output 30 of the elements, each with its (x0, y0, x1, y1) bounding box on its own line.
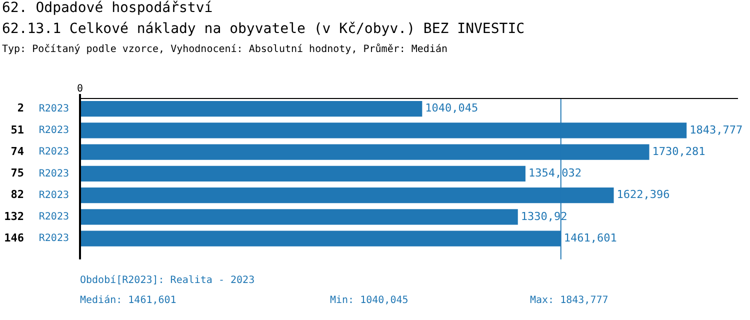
y-tick-label: 82 (10, 188, 24, 202)
data-label: 1730,281 (652, 144, 706, 158)
y2-tick-label: R2023 (38, 168, 69, 180)
y-tick-label: 2 (17, 102, 24, 115)
text: Období[R2023]: Realita - 2023 (80, 275, 255, 286)
text: Min: 1040,045 (330, 295, 408, 306)
text: Max: 1843,777 (530, 295, 608, 306)
y-tick-label: 146 (4, 231, 24, 244)
bar (80, 209, 518, 225)
bar (80, 101, 422, 117)
text: Medián: 1461,601 (80, 295, 176, 306)
y-tick-label: 51 (10, 123, 24, 136)
text: 0 (76, 84, 84, 95)
data-label: 1040,045 (425, 102, 478, 115)
bar (80, 166, 526, 182)
y-tick-label: 75 (10, 166, 24, 180)
y2-tick-label: R2023 (38, 212, 69, 223)
chart-title: 62. Odpadové hospodářství (2, 0, 213, 16)
y-tick-label: 74 (10, 144, 24, 158)
y2-tick-label: R2023 (38, 103, 69, 114)
chart-subtitle: 62.13.1 Celkové náklady na obyvatele (v Kč/obyv.) BEZ INVESTIC (2, 21, 525, 37)
text: Typ: Počítaný podle vzorce, Vyhodnocení: Absolutní hodnoty, Průměr: Medián (2, 44, 448, 55)
y2-tick-label: R2023 (38, 146, 69, 158)
y2-tick-label: R2023 (38, 233, 69, 244)
data-label: 1843,777 (690, 123, 743, 136)
y2-tick-label: R2023 (38, 125, 69, 136)
y2-tick-label: R2023 (38, 190, 69, 201)
y-tick-label: 132 (4, 210, 24, 223)
data-label: 1622,396 (616, 188, 670, 202)
data-label: 1461,601 (564, 231, 617, 244)
